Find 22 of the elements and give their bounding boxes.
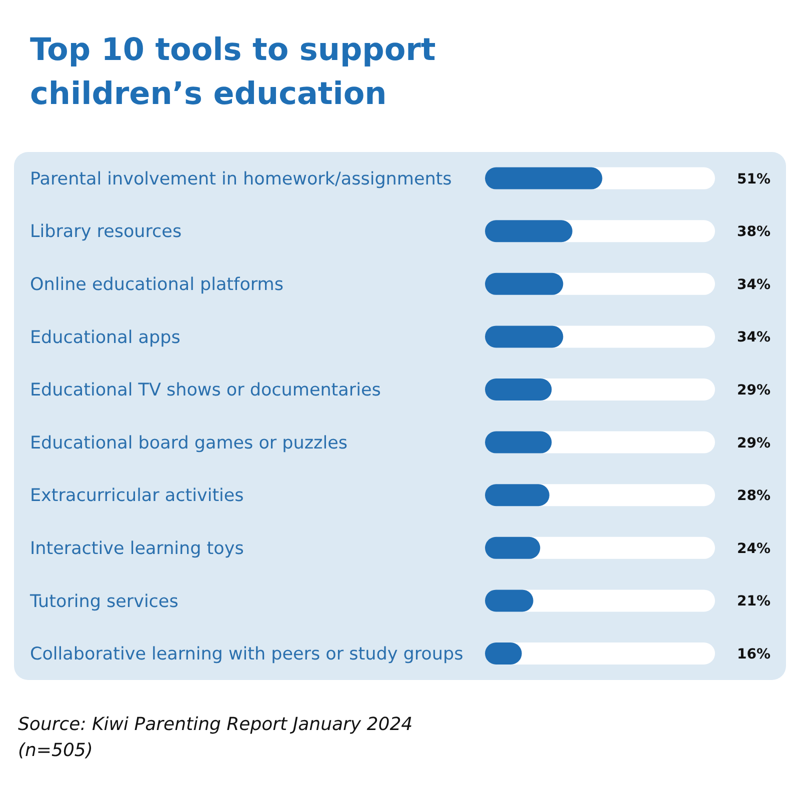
y-tick-label: Educational TV shows or documentaries [30, 380, 381, 401]
y-tick-label: Parental involvement in homework/assignments [30, 169, 452, 190]
y-tick-label: Tutoring services [29, 592, 178, 612]
source-note: Source: Kiwi Parenting Report January 2024 (n=505) [18, 713, 414, 763]
text: Top 10 tools to support children’s education [30, 31, 437, 114]
y-tick-label: Interactive learning toys [30, 539, 244, 559]
data-label: 21% [737, 594, 771, 610]
data-label: 51% [737, 171, 771, 188]
data-label: 29% [737, 382, 771, 399]
y-tick-label: Collaborative learning with peers or study groups [30, 644, 464, 665]
y-tick-label: Extracurricular activities [30, 486, 244, 506]
data-label: 28% [737, 488, 771, 504]
data-label: 29% [737, 435, 771, 452]
data-label: 24% [737, 540, 771, 557]
y-tick-label: Educational apps [30, 328, 180, 348]
data-label: 34% [737, 276, 771, 293]
y-tick-label: Online educational platforms [30, 275, 284, 295]
data-label: 38% [737, 224, 771, 240]
y-tick-label: Library resources [30, 222, 182, 242]
data-label: 16% [737, 646, 771, 663]
y-tick-label: Educational board games or puzzles [30, 433, 348, 454]
data-label: 34% [737, 330, 771, 346]
